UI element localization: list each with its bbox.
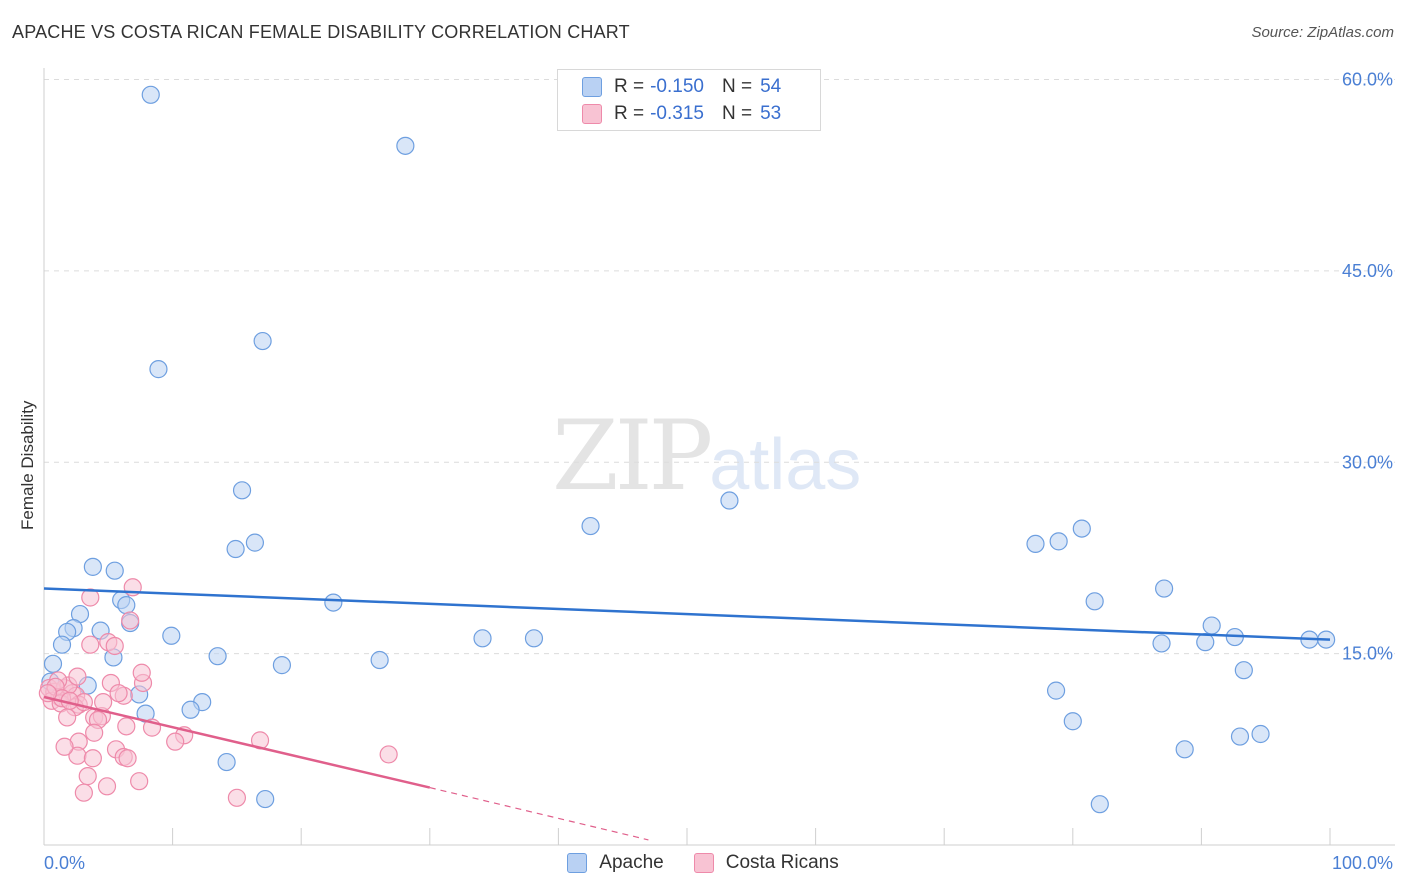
legend-row-costa-ricans: R = -0.315 N = 53 <box>582 102 781 126</box>
data-point-apache <box>245 533 265 552</box>
series-legend-apache: Apache <box>567 852 664 874</box>
data-point-costa-ricans <box>118 749 137 768</box>
data-point-apache <box>524 629 544 648</box>
watermark-atlas: atlas <box>709 425 862 505</box>
y-tick-label: 15.0% <box>1342 644 1393 664</box>
data-point-costa-ricans <box>38 684 57 703</box>
data-point-costa-ricans <box>105 636 124 656</box>
trend-line-apache <box>43 587 1331 641</box>
data-point-costa-ricans <box>109 684 128 703</box>
data-point-apache <box>232 481 252 500</box>
data-point-apache <box>83 557 102 576</box>
data-point-apache <box>105 561 124 580</box>
data-point-apache <box>272 656 292 675</box>
data-point-apache <box>473 629 492 648</box>
data-point-apache <box>181 700 200 719</box>
data-point-costa-ricans <box>117 717 136 736</box>
data-point-costa-ricans <box>227 788 246 807</box>
watermark: ZIPatlas <box>552 400 861 512</box>
data-point-costa-ricans <box>74 783 93 802</box>
data-point-apache <box>149 360 168 379</box>
data-point-apache <box>1085 592 1104 611</box>
data-point-apache <box>324 593 343 612</box>
data-point-costa-ricans <box>97 777 117 796</box>
series-legend-costa-ricans: Costa Ricans <box>693 852 839 874</box>
data-point-costa-ricans <box>81 635 100 654</box>
data-point-costa-ricans <box>81 588 100 607</box>
data-point-apache <box>370 650 389 670</box>
data-point-apache <box>581 516 600 536</box>
data-point-apache <box>1202 616 1221 635</box>
legend-n-value-costa-ricans: 53 <box>760 103 782 124</box>
series-swatch-costa-ricans <box>693 853 714 873</box>
data-point-apache <box>396 136 415 155</box>
series-label-costa-ricans: Costa Ricans <box>725 852 839 873</box>
data-point-apache <box>208 647 227 666</box>
source-label: Source: ZipAtlas.com <box>1251 24 1394 41</box>
data-point-apache <box>43 654 63 673</box>
data-point-costa-ricans <box>83 749 102 768</box>
legend-r-value-costa-ricans: -0.315 <box>650 103 704 124</box>
data-point-costa-ricans <box>94 693 113 712</box>
x-tick-label: 0.0% <box>44 853 85 873</box>
legend-n-label: N = <box>721 103 753 124</box>
x-tick-label: 100.0% <box>1332 853 1393 873</box>
chart-title: APACHE VS COSTA RICAN FEMALE DISABILITY … <box>12 22 630 42</box>
data-point-apache <box>226 539 245 559</box>
data-point-apache <box>1090 795 1109 814</box>
legend-r-label: R = <box>614 76 645 97</box>
y-tick-label: 45.0% <box>1342 261 1393 281</box>
legend-row-apache: R = -0.150 N = 54 <box>582 75 781 99</box>
data-point-apache <box>1072 519 1091 538</box>
data-point-costa-ricans <box>55 737 74 756</box>
series-label-apache: Apache <box>599 852 664 873</box>
data-point-costa-ricans <box>121 611 140 630</box>
data-point-costa-ricans <box>78 767 97 786</box>
data-point-apache <box>253 331 272 351</box>
stats-legend: R = -0.150 N = 54 R = -0.315 N = 53 <box>557 69 821 131</box>
data-point-apache <box>141 85 160 104</box>
data-point-apache <box>1049 532 1068 551</box>
y-tick-label: 30.0% <box>1342 452 1393 472</box>
data-point-apache <box>162 626 181 645</box>
data-point-apache <box>217 752 236 772</box>
data-point-costa-ricans <box>166 732 185 751</box>
data-point-apache <box>1155 579 1174 598</box>
data-point-costa-ricans <box>68 667 87 686</box>
data-point-apache <box>1152 634 1171 653</box>
data-point-apache <box>117 596 136 615</box>
legend-swatch-costa-ricans <box>582 104 602 124</box>
data-point-apache <box>1196 633 1215 652</box>
y-tick-label: 60.0% <box>1342 70 1393 90</box>
data-point-apache <box>1230 727 1250 746</box>
data-point-costa-ricans <box>379 745 398 764</box>
trend-line-costa-ricans <box>43 695 431 789</box>
data-point-costa-ricans <box>85 723 104 742</box>
data-point-apache <box>52 635 72 654</box>
data-point-apache <box>1251 724 1270 744</box>
trend-line-costa-ricans-extrapolated <box>429 787 649 841</box>
data-point-apache <box>1046 681 1066 700</box>
data-point-costa-ricans <box>58 708 77 727</box>
legend-swatch-apache <box>582 77 602 97</box>
data-point-apache <box>1175 740 1194 759</box>
series-swatch-apache <box>567 853 588 873</box>
data-point-apache <box>1063 712 1082 731</box>
legend-n-value-apache: 54 <box>760 76 782 97</box>
data-point-apache <box>256 789 275 809</box>
data-point-costa-ricans <box>130 772 149 791</box>
data-point-apache <box>720 491 739 510</box>
legend-r-label: R = <box>614 103 645 124</box>
data-point-apache <box>1026 534 1045 554</box>
data-point-costa-ricans <box>132 663 151 682</box>
legend-n-label: N = <box>721 76 753 97</box>
data-point-apache <box>1234 661 1253 680</box>
series-legend: Apache Costa Ricans <box>0 852 1406 874</box>
watermark-zip: ZIP <box>552 400 713 512</box>
legend-r-value-apache: -0.150 <box>650 76 704 97</box>
